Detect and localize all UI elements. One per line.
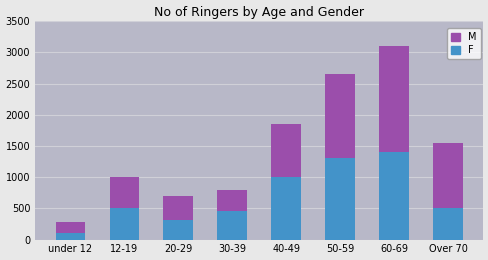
Bar [432, 143, 462, 208]
Bar [56, 233, 85, 239]
Bar [325, 158, 354, 239]
Bar [325, 74, 354, 158]
Bar [109, 177, 139, 208]
Bar [379, 152, 408, 239]
Bar [109, 208, 139, 239]
Bar [217, 211, 246, 239]
Bar [56, 222, 85, 233]
Bar [217, 190, 246, 211]
Bar [271, 124, 301, 177]
Bar [163, 220, 193, 239]
Title: No of Ringers by Age and Gender: No of Ringers by Age and Gender [154, 5, 364, 18]
Legend: M, F: M, F [446, 28, 480, 59]
Bar [163, 196, 193, 220]
Bar [432, 208, 462, 239]
Bar [379, 46, 408, 152]
Bar [271, 177, 301, 239]
